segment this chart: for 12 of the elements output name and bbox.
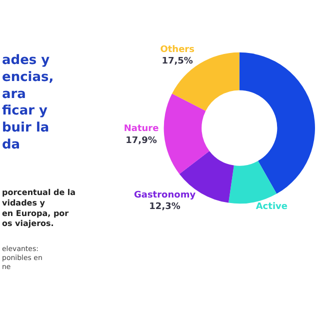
slice-label: Active [256,202,288,212]
data-label: 17,9% [126,136,157,146]
donut-slice [228,160,277,204]
slice-label: Nature [124,124,159,134]
donut-slice [164,94,210,174]
slice-label: Gastronomy [134,190,196,200]
data-label: 17,5% [162,56,193,66]
slice-label: Others [160,44,194,55]
text: porcentual de la vidades y en Europa, por os viajeros. [2,188,76,228]
donut-slice [239,52,315,194]
data-label: 12,3% [149,202,180,212]
text: ades y encias, ara ficar y buir la da [2,53,54,152]
